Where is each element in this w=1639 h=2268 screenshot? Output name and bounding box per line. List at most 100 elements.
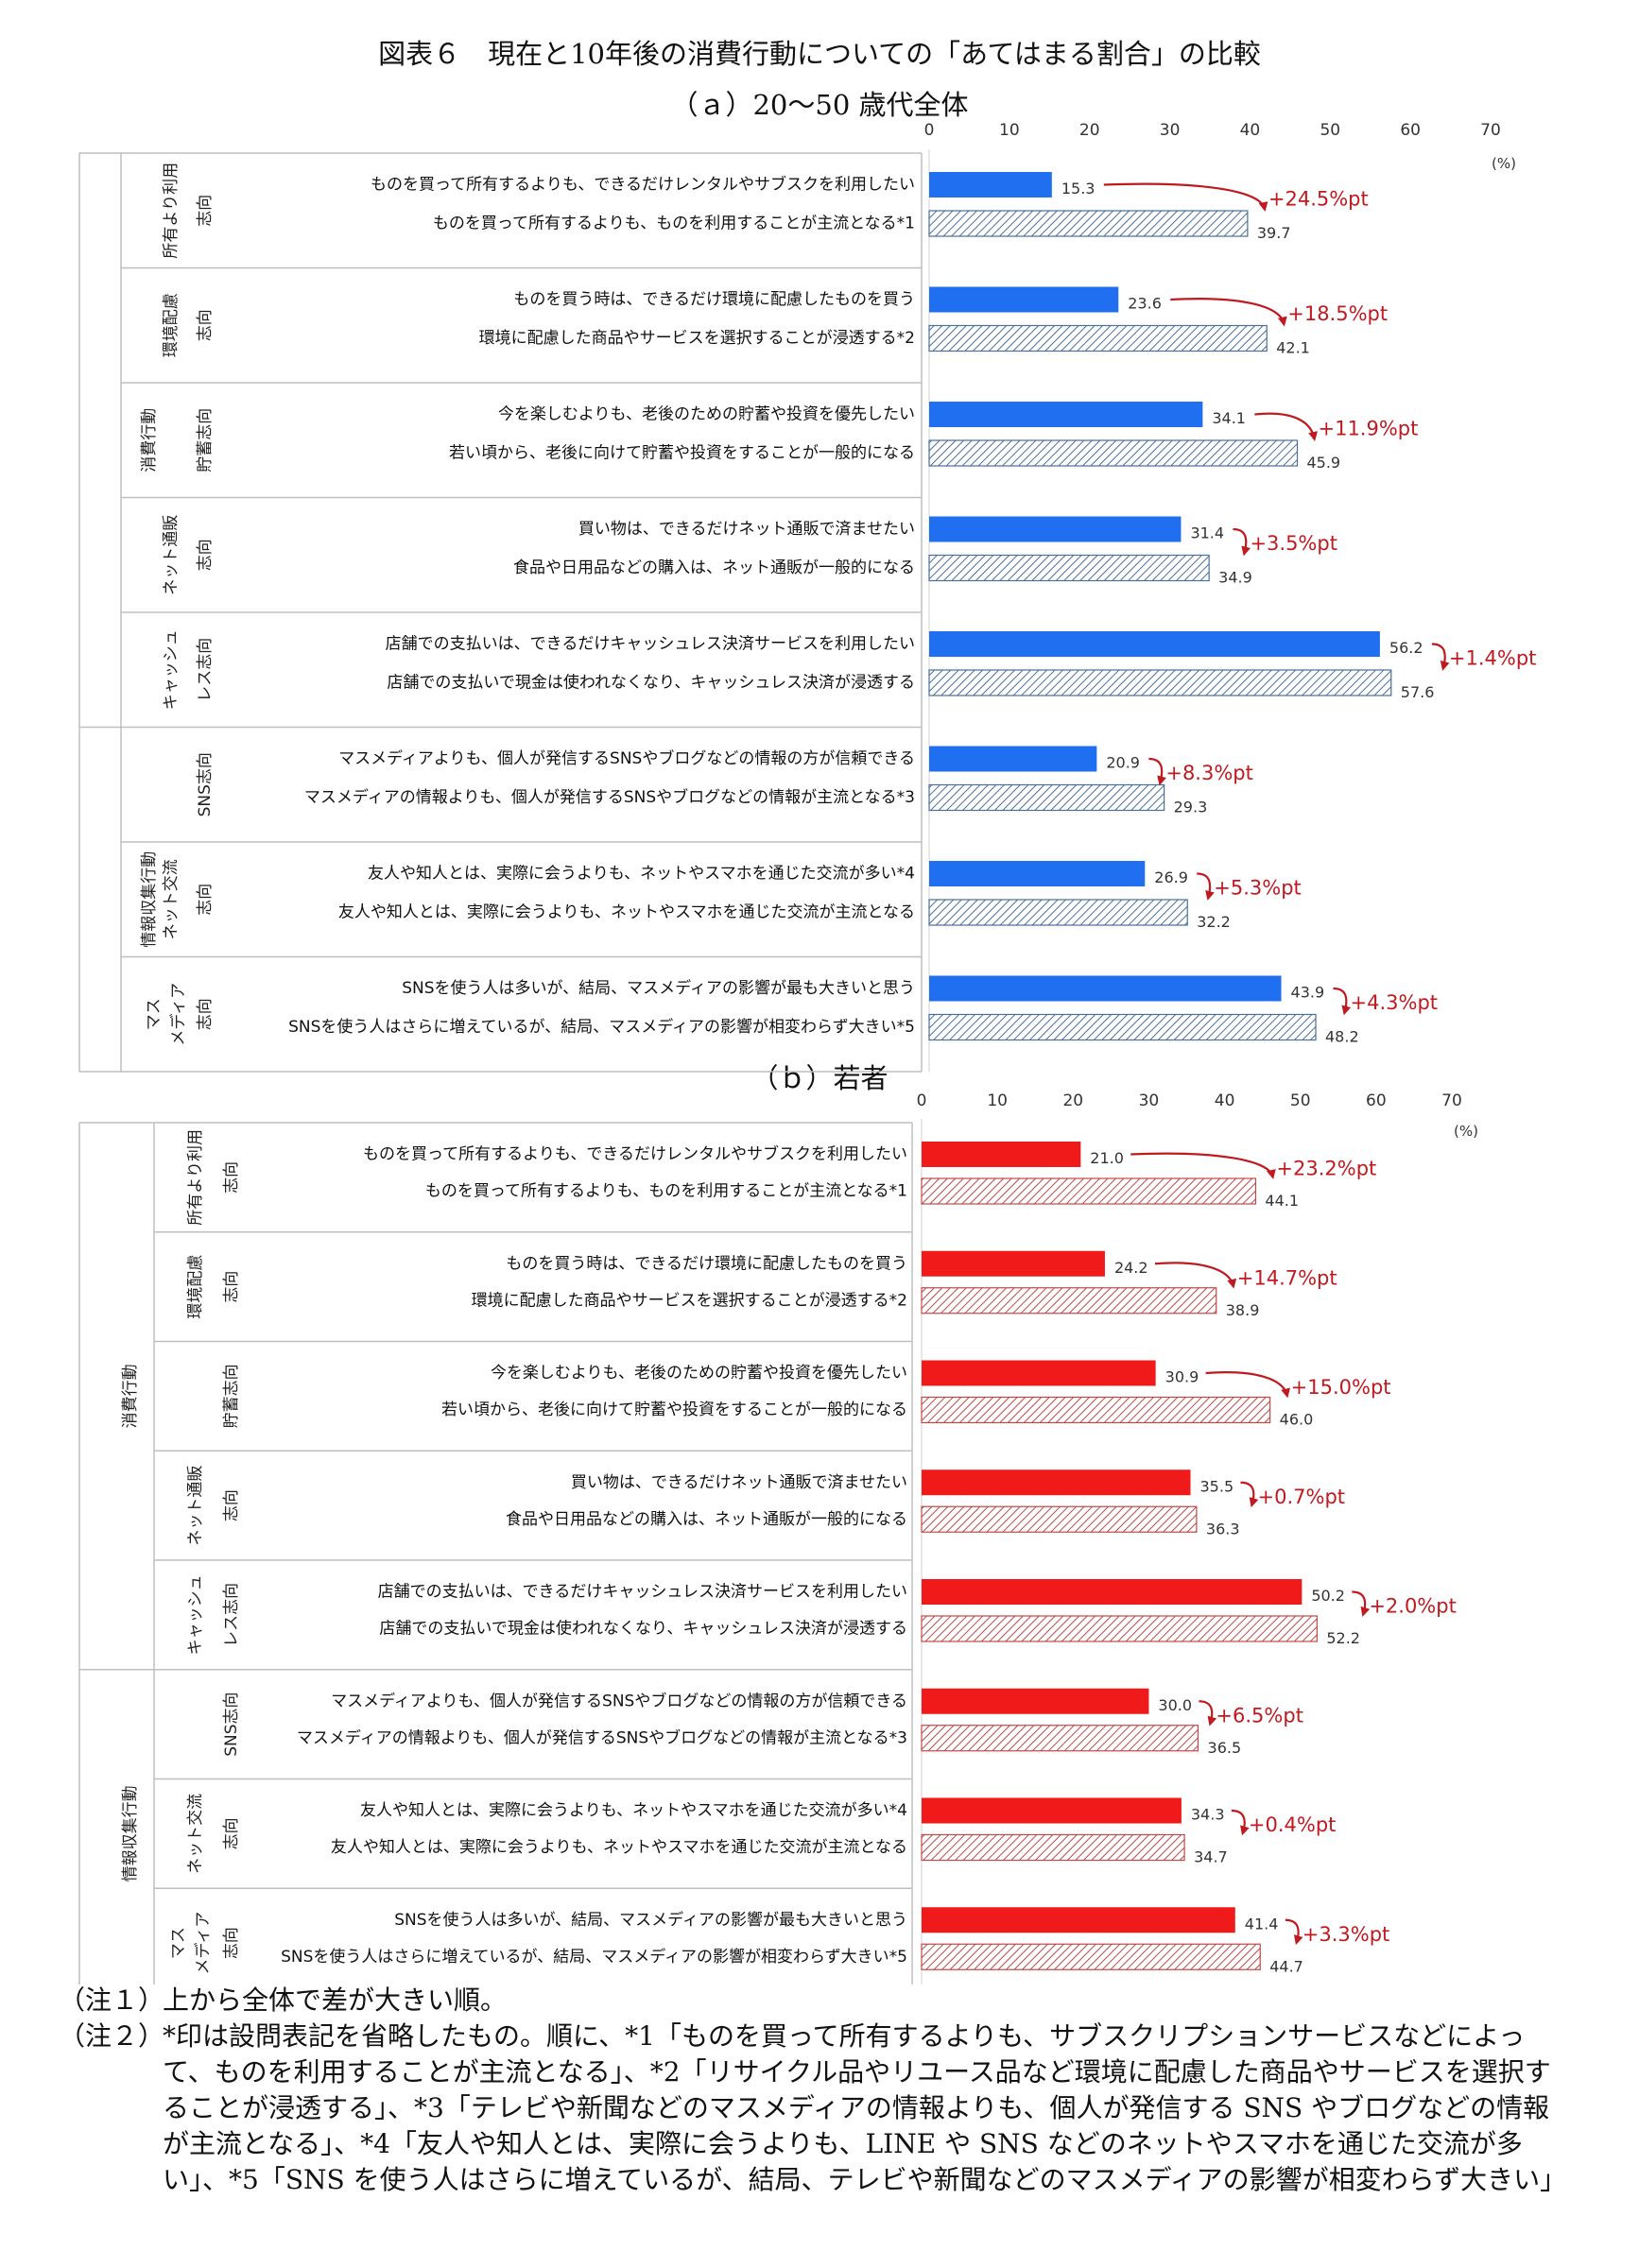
panel-b-title: （ｂ）若者 [750, 1062, 889, 1094]
panel-b-tick-label-1: 10 [987, 1091, 1008, 1110]
panel-a-diff-label: +5.3%pt [1214, 877, 1302, 900]
panel-a-diff-label: +4.3%pt [1351, 991, 1439, 1014]
panel-b-item-label: 食品や日用品などの購入は、ネット通販が一般的になる [506, 1510, 907, 1529]
panel-a-tick-label-0: 0 [924, 121, 935, 140]
panel-b-value-label: 34.3 [1191, 1806, 1225, 1824]
panel-b-item-label: 今を楽しむよりも、老後のための貯蓄や投資を優先したい [491, 1364, 907, 1383]
panel-a-category-label: 所有より利用 [162, 163, 181, 259]
panel-a-value-label: 32.2 [1197, 913, 1231, 931]
panel-a-item-label: 買い物は、できるだけネット通販で済ませたい [578, 520, 915, 539]
panel-a-bar-future [928, 210, 1249, 237]
panel-b-item-label: ものを買って所有するよりも、ものを利用することが主流となる*1 [425, 1182, 907, 1201]
panel-b-bar-future [921, 1505, 1198, 1533]
panel-b-bar-future [921, 1615, 1318, 1642]
panel-b-value-label: 34.7 [1194, 1848, 1228, 1866]
panel-b-item-label: マスメディアの情報よりも、個人が発信するSNSやブログなどの情報が主流となる*3 [297, 1727, 907, 1747]
panel-a-value-label: 26.9 [1154, 868, 1188, 886]
panel-a-bar-current [929, 631, 1380, 657]
panel-b-bar-future [921, 1833, 1185, 1862]
panel-b-diff-label: +6.5%pt [1216, 1704, 1303, 1727]
panel-a-value-label: 31.4 [1190, 524, 1224, 542]
panel-a-diff-label: +1.4%pt [1449, 647, 1537, 670]
panel-b-tick-label-2: 20 [1062, 1091, 1083, 1110]
panel-b-value-label: 46.0 [1280, 1411, 1314, 1429]
panel-b-outer-group-label: 情報収集行動 [121, 1785, 140, 1881]
panel-b-category-label: ネット通販 [186, 1466, 205, 1546]
panel-b-diff-label: +2.0%pt [1369, 1595, 1457, 1618]
panel-a-item-label: ものを買う時は、できるだけ環境に配慮したものを買う [513, 290, 915, 309]
panel-b-category-label: 志向 [222, 1489, 241, 1521]
panel-a-diff-arrow [1197, 872, 1215, 901]
panel-b-category-label: メディア [193, 1912, 213, 1975]
panel-b-value-label: 36.3 [1206, 1520, 1240, 1538]
panel-a-category-label: ネット通販 [162, 515, 181, 595]
panel-a-bar-future [928, 899, 1188, 926]
panel-a-diff-arrow [1233, 527, 1251, 557]
panel-b-value-label: 30.9 [1165, 1368, 1199, 1386]
panel-b-value-label: 44.1 [1265, 1192, 1299, 1210]
panel-b-bar-current [922, 1360, 1156, 1386]
panel-b-item-label: マスメディアよりも、個人が発信するSNSやブログなどの情報の方が信頼できる [331, 1691, 907, 1710]
panel-a-bar-future [928, 783, 1165, 812]
panel-b-category-label: ネット交流 [186, 1794, 205, 1874]
note-1: （注１） 上から全体で差が大きい順。 [59, 1983, 1571, 2019]
panel-b-diff-arrow [1240, 1481, 1259, 1508]
panel-b-item-label: ものを買う時は、できるだけ環境に配慮したものを買う [506, 1254, 907, 1273]
panel-b-value-label: 38.9 [1226, 1301, 1260, 1319]
panel-a-item-label: マスメディアよりも、個人が発信するSNSやブログなどの情報の方が信頼できる [338, 748, 915, 768]
panel-b-value-label: 30.0 [1158, 1696, 1192, 1714]
note-2-text: *印は設問表記を省略したもの。順に、*1「ものを買って所有するよりも、サブスクリ… [163, 2020, 1567, 2195]
panel-b-tick-label-3: 30 [1139, 1091, 1160, 1110]
panel-a-item-label: 今を楽しむよりも、老後のための貯蓄や投資を優先したい [498, 405, 915, 424]
panel-a-category-label: 志向 [196, 309, 215, 341]
panel-b-diff-arrow [1285, 1918, 1303, 1946]
panel-a-value-label: 34.1 [1212, 409, 1246, 427]
panel-b-item-label: 友人や知人とは、実際に会うよりも、ネットやスマホを通じた交流が多い*4 [360, 1801, 907, 1820]
panel-b-category-label: 環境配慮 [186, 1255, 205, 1319]
panel-b-item-label: 買い物は、できるだけネット通販で済ませたい [571, 1473, 907, 1492]
panel-a-item-label: 店舗での支払いは、できるだけキャッシュレス決済サービスを利用したい [386, 635, 915, 654]
panel-b-category-label: 所有より利用 [186, 1129, 205, 1226]
panel-b-tick-label-4: 40 [1215, 1091, 1235, 1110]
panel-a-bar-future [928, 554, 1210, 582]
panel-a-bar-current [929, 286, 1119, 313]
panel-a-category-label: 志向 [196, 195, 215, 227]
panel-b-tick-label-6: 60 [1366, 1091, 1387, 1110]
panel-b-category-label: レス志向 [222, 1583, 241, 1647]
panel-b-tick-label-0: 0 [917, 1091, 927, 1110]
panel-b-item-label: SNSを使う人は多いが、結局、マスメディアの影響が最も大きいと思う [394, 1910, 907, 1930]
panel-a-category-label: 志向 [196, 539, 215, 571]
panel-b-item-label: 友人や知人とは、実際に会うよりも、ネットやスマホを通じた交流が主流となる [331, 1838, 907, 1857]
panel-a-category-label: SNS志向 [196, 752, 215, 816]
panel-b-diff-arrow [1154, 1262, 1237, 1289]
panel-b-bar-future [921, 1177, 1257, 1205]
panel-a-item-label: マスメディアの情報よりも、個人が発信するSNSやブログなどの情報が主流となる*3 [304, 787, 915, 807]
panel-a-bar-current [929, 861, 1146, 886]
panel-b-diff-label: +23.2%pt [1276, 1158, 1376, 1180]
panel-a-title: （ａ）20～50 歳代全体 [670, 89, 969, 121]
panel-b-bar-current [922, 1469, 1191, 1496]
panel-b-category-label: 志向 [222, 1271, 241, 1303]
panel-a-category-label: マス [145, 998, 164, 1030]
panel-b-category-label: 志向 [222, 1817, 241, 1849]
panel-a-category-label: 志向 [196, 998, 215, 1030]
panel-a-tick-label-6: 60 [1400, 121, 1421, 140]
panel-b-value-label: 44.7 [1269, 1957, 1303, 1975]
figure-title: 図表６ 現在と10年後の消費行動についての「あてはまる割合」の比較 [378, 38, 1261, 70]
panel-b-bar-future [921, 1725, 1199, 1752]
panel-a-tick-label-7: 70 [1480, 121, 1501, 140]
panel-b-item-label: 若い頃から、老後に向けて貯蓄や投資をすることが一般的になる [441, 1400, 907, 1419]
panel-a-value-label: 34.9 [1218, 569, 1252, 587]
panel-b-category-label: 志向 [222, 1161, 241, 1194]
panel-a-diff-arrow [1431, 643, 1450, 671]
panel-b-value-label: 50.2 [1311, 1587, 1345, 1605]
panel-b-bar-current [922, 1907, 1235, 1933]
panel-a-value-label: 29.3 [1174, 799, 1208, 816]
panel-b-diff-arrow [1199, 1700, 1217, 1727]
panel-a-item-label: SNSを使う人はさらに増えているが、結局、マスメディアの影響が相変わらず大きい*… [288, 1017, 915, 1037]
panel-a-diff-arrow [1103, 182, 1268, 212]
panel-a-bar-current [929, 746, 1097, 772]
panel-a-item-label: 食品や日用品などの購入は、ネット通販が一般的になる [513, 558, 915, 577]
panel-a-item-label: 若い頃から、老後に向けて貯蓄や投資をすることが一般的になる [449, 444, 915, 463]
panel-a-tick-label-1: 10 [999, 121, 1020, 140]
